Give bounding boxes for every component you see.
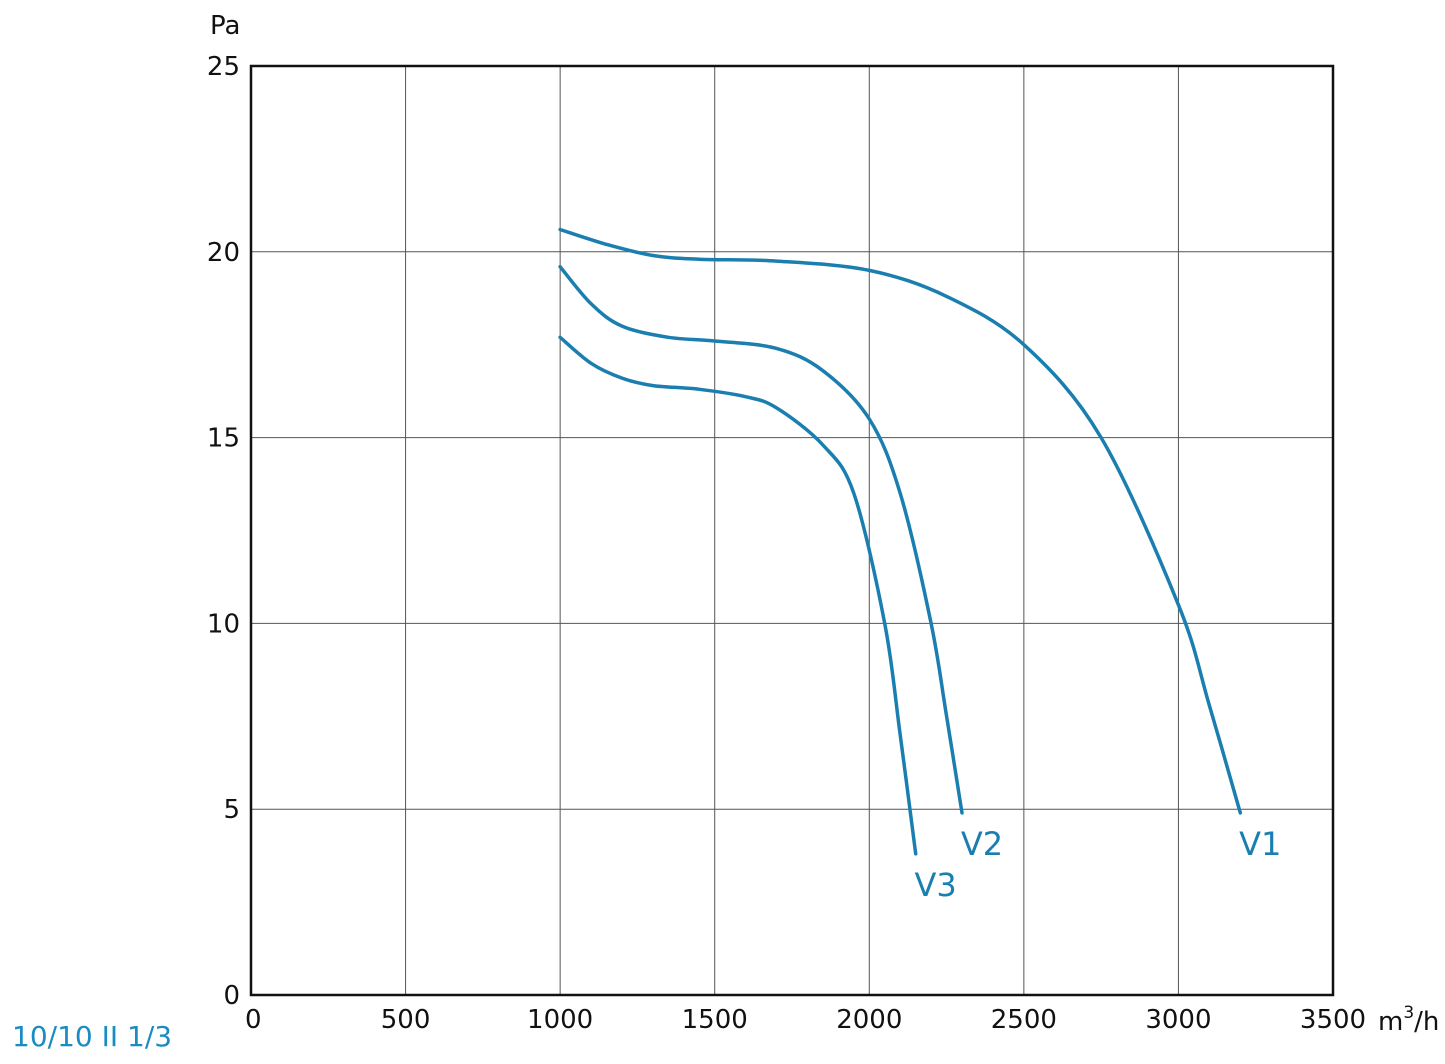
- x-axis-label: m3/h: [1378, 1003, 1439, 1037]
- x-tick-label: 1500: [682, 1005, 748, 1035]
- y-tick-label: 0: [223, 981, 240, 1011]
- series-lines: [558, 227, 1243, 856]
- series-line-v2: [558, 264, 964, 815]
- x-tick-label: 1000: [527, 1005, 593, 1035]
- x-tick-label: 500: [381, 1005, 431, 1035]
- series-line-v3: [558, 335, 918, 856]
- y-tick-label: 25: [207, 52, 240, 82]
- y-tick-label: 15: [207, 424, 240, 454]
- x-tick-label: 3000: [1145, 1005, 1211, 1035]
- series-label-v2: V2: [961, 825, 1003, 863]
- model-code: 10/10 II 1/3: [12, 1020, 173, 1053]
- y-tick-label: 10: [207, 609, 240, 639]
- y-tick-label: 5: [223, 795, 240, 825]
- x-tick-label: 3500: [1300, 1005, 1366, 1035]
- x-tick-label: 2000: [836, 1005, 902, 1035]
- x-tick-label: 0: [245, 1005, 262, 1035]
- series-label-v3: V3: [915, 866, 957, 904]
- y-axis-ticks: 0 5 10 15 20 25: [207, 52, 240, 1011]
- x-tick-label: 2500: [991, 1005, 1057, 1035]
- series-line-v1: [558, 227, 1243, 815]
- grid: [250, 65, 1334, 996]
- x-axis-ticks: 0 500 1000 1500 2000 2500 3000 3500: [245, 1005, 1366, 1035]
- y-axis-label: Pa: [210, 11, 240, 41]
- plot-frame: [249, 64, 1335, 997]
- series-label-v1: V1: [1239, 825, 1281, 863]
- y-tick-label: 20: [207, 238, 240, 268]
